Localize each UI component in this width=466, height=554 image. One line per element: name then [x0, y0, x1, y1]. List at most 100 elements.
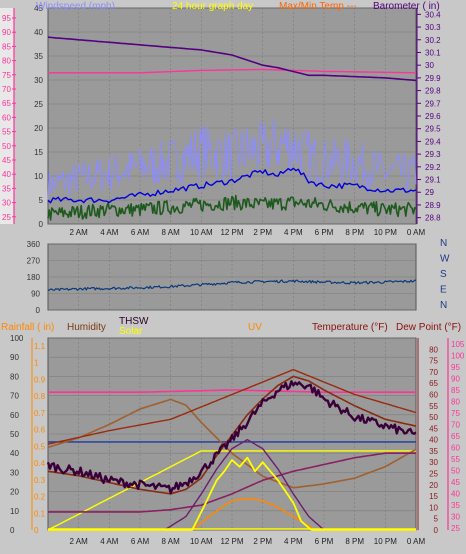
magenta-tick-40: 40 [451, 490, 460, 499]
baro-tick-29-2: 29.2 [425, 163, 441, 172]
wind-tick-0: 0 [39, 220, 44, 229]
baro-tick-29-5: 29.5 [425, 125, 441, 134]
p3-x-tick-8-pm: 8 PM [345, 537, 364, 546]
magenta-tick-100: 100 [451, 352, 465, 361]
baro-tick-29-7: 29.7 [425, 99, 441, 108]
temp-tick-80: 80 [2, 57, 11, 66]
rain-tick-0-2: 0.2 [34, 493, 46, 502]
wind-tick-40: 40 [34, 28, 43, 37]
p1-x-tick-12-pm: 12 PM [220, 228, 243, 237]
windspeed-label: Windspeed (mph) [36, 1, 115, 12]
humidity-tick-90: 90 [10, 353, 19, 362]
p3-x-tick-10-am: 10 AM [190, 537, 213, 546]
p3-x-tick-6-am: 6 AM [131, 537, 150, 546]
temp-right-tick-40: 40 [429, 436, 438, 445]
humidity-tick-80: 80 [10, 372, 19, 381]
humidity-tick-40: 40 [10, 449, 19, 458]
humidity-tick-50: 50 [10, 430, 19, 439]
magenta-tick-45: 45 [451, 478, 460, 487]
temp-right-tick-15: 15 [429, 492, 438, 501]
baro-tick-29-4: 29.4 [425, 137, 441, 146]
max-min-temp-line [48, 68, 417, 74]
wind-tick-45: 45 [34, 4, 43, 13]
temp-right-tick-35: 35 [429, 447, 438, 456]
direction-tick-360: 360 [27, 240, 41, 249]
direction-label-n-4: N [440, 300, 447, 311]
humidity-label: Humidity [67, 322, 106, 333]
temp-right-tick-55: 55 [429, 402, 438, 411]
baro-tick-30-4: 30.4 [425, 10, 441, 19]
temperature-max-min-line [48, 389, 416, 394]
baro-tick-30-1: 30.1 [425, 48, 441, 57]
p3-x-tick-4-am: 4 AM [100, 537, 119, 546]
direction-tick-0: 0 [36, 306, 41, 315]
magenta-tick-70: 70 [451, 421, 460, 430]
temp-right-tick-75: 75 [429, 357, 438, 366]
p3-x-tick-2-am: 2 AM [70, 537, 89, 546]
p1-x-tick-10-am: 10 AM [190, 228, 213, 237]
p1-x-tick-6-pm: 6 PM [315, 228, 334, 237]
p3-x-tick-2-pm: 2 PM [253, 537, 272, 546]
p1-x-tick-8-am: 8 AM [162, 228, 181, 237]
baro-tick-28-8: 28.8 [425, 214, 441, 223]
wind-tick-25: 25 [34, 100, 43, 109]
rain-tick-0-5: 0.5 [34, 442, 46, 451]
p1-x-tick-10-pm: 10 PM [374, 228, 397, 237]
temp-tick-60: 60 [2, 113, 11, 122]
magenta-tick-85: 85 [451, 386, 460, 395]
temp-right-tick-80: 80 [429, 345, 438, 354]
rain-tick-0-7: 0.7 [34, 409, 46, 418]
panel2-series [47, 279, 417, 291]
baro-tick-30-2: 30.2 [425, 36, 441, 45]
barometer-label: Barometer ( in) [373, 1, 440, 12]
p3-x-tick-6-pm: 6 PM [315, 537, 334, 546]
humidity-tick-0: 0 [10, 526, 15, 535]
magenta-tick-25: 25 [451, 524, 460, 533]
p3-x-tick-12-pm: 12 PM [220, 537, 243, 546]
panel1-series [47, 36, 417, 221]
magenta-tick-55: 55 [451, 455, 460, 464]
magenta-tick-80: 80 [451, 398, 460, 407]
temp-right-tick-65: 65 [429, 379, 438, 388]
temp-axis-background [0, 8, 14, 224]
temperature-high-line [47, 368, 417, 445]
temp-right-tick-25: 25 [429, 470, 438, 479]
rain-tick-0-8: 0.8 [34, 392, 46, 401]
direction-tick-270: 270 [27, 257, 41, 266]
humidity-tick-100: 100 [10, 334, 24, 343]
baro-tick-29-1: 29.1 [425, 176, 441, 185]
magenta-tick-30: 30 [451, 513, 460, 522]
magenta-tick-95: 95 [451, 363, 460, 372]
wind-tick-30: 30 [34, 76, 43, 85]
max-min-temp-label: Max/Min Temp --- [279, 1, 357, 12]
panel2-grid [48, 243, 416, 311]
baro-tick-30: 30 [425, 61, 434, 70]
p3-x-tick-8-am: 8 AM [162, 537, 181, 546]
panel1-axes: 9590858075706560555045403530254540353025… [0, 4, 441, 237]
humidity-tick-60: 60 [10, 411, 19, 420]
temp-tick-35: 35 [2, 184, 11, 193]
p3-x-tick-10-pm: 10 PM [374, 537, 397, 546]
temp-right-tick-10: 10 [429, 503, 438, 512]
temp-tick-70: 70 [2, 85, 11, 94]
wind-tick-5: 5 [39, 196, 44, 205]
humidity-tick-20: 20 [10, 488, 19, 497]
p1-x-tick-2-pm: 2 PM [253, 228, 272, 237]
wind-gust-line [47, 119, 417, 200]
temp-tick-85: 85 [2, 42, 11, 51]
p1-x-tick-8-pm: 8 PM [345, 228, 364, 237]
magenta-tick-50: 50 [451, 467, 460, 476]
baro-tick-29-8: 29.8 [425, 87, 441, 96]
p1-x-tick-4-am: 4 AM [100, 228, 119, 237]
wind-direction-line [47, 279, 417, 291]
barometer-line [47, 36, 417, 82]
magenta-tick-65: 65 [451, 432, 460, 441]
temp-tick-45: 45 [2, 156, 11, 165]
dew-point-label: Dew Point (°F) [396, 322, 461, 333]
magenta-tick-105: 105 [451, 340, 465, 349]
humidity-tick-70: 70 [10, 392, 19, 401]
direction-label-n-0: N [440, 238, 447, 249]
yellow-reference-line [47, 450, 416, 531]
direction-tick-180: 180 [27, 273, 41, 282]
